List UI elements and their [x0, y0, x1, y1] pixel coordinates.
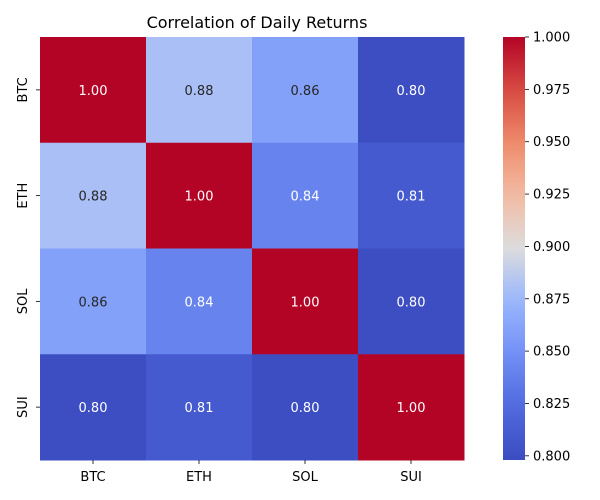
heatmap-cell-sui-sol	[252, 354, 359, 461]
x-tick-label-eth: ETH	[186, 470, 212, 485]
colorbar-tick-label: 1.000	[533, 31, 570, 46]
colorbar-tick-label: 0.950	[533, 135, 570, 150]
x-tick-label-btc: BTC	[80, 470, 105, 485]
y-tick-label-sui: SUI	[16, 396, 31, 418]
cell-value-label: 1.00	[291, 295, 320, 310]
heatmap-cell-btc-eth	[146, 37, 253, 144]
y-tick-label-btc: BTC	[16, 77, 31, 102]
colorbar: 1.000 0.975 0.950 0.925 0.900 0.875 0.850 0.825…	[503, 31, 570, 464]
chart-title: Correlation of Daily Returns	[147, 13, 368, 32]
heatmap-cell-eth-eth	[146, 142, 253, 249]
heatmap-cell-sol-eth	[146, 248, 253, 355]
cell-value-label: 1.00	[397, 401, 426, 416]
colorbar-tick-label: 0.900	[533, 240, 570, 255]
x-tick-label-sol: SOL	[292, 470, 318, 485]
heatmap-cell-sui-btc	[40, 354, 147, 461]
heatmap-cell-eth-btc	[40, 142, 147, 249]
cell-value-label: 0.84	[291, 190, 320, 205]
x-axis: BTC ETH SOL SUI	[80, 460, 422, 485]
cell-value-label: 0.88	[185, 84, 214, 99]
y-tick-label-sol: SOL	[16, 288, 31, 314]
cell-value-label: 0.80	[291, 401, 320, 416]
cell-value-label: 0.86	[291, 84, 320, 99]
heatmap-cell-sol-btc	[40, 248, 147, 355]
heatmap-cell-sol-sol	[252, 248, 359, 355]
cell-value-label: 0.81	[185, 401, 214, 416]
colorbar-tick-label: 0.875	[533, 292, 570, 307]
cell-value-label: 0.84	[185, 295, 214, 310]
cell-value-label: 0.86	[79, 295, 108, 310]
heatmap-cell-sol-sui	[358, 248, 465, 355]
cell-value-label: 0.80	[397, 84, 426, 99]
y-tick-label-eth: ETH	[16, 183, 31, 209]
heatmap-cell-sui-eth	[146, 354, 253, 461]
cell-value-label: 0.80	[397, 295, 426, 310]
heatmap-cell-eth-sui	[358, 142, 465, 249]
x-tick-label-sui: SUI	[400, 470, 422, 485]
heatmap-cell-eth-sol	[252, 142, 359, 249]
cell-value-label: 0.88	[79, 190, 108, 205]
colorbar-tick-label: 0.975	[533, 83, 570, 98]
y-axis: BTC ETH SOL SUI	[16, 77, 40, 418]
heatmap-cell-btc-sui	[358, 37, 465, 144]
cell-value-label: 0.81	[397, 190, 426, 205]
colorbar-ticks: 1.000 0.975 0.950 0.925 0.900 0.875 0.850 0.825…	[525, 31, 570, 464]
cell-value-label: 1.00	[185, 190, 214, 205]
cell-value-label: 0.80	[79, 401, 108, 416]
colorbar-tick-label: 0.925	[533, 188, 570, 203]
heatmap-cell-labels: 1.00 0.88 0.86 0.80 0.88 1.00 0.84 0.81 0.86 0.84…	[79, 84, 426, 416]
heatmap-cell-sui-sui	[358, 354, 465, 461]
heatmap-cell-btc-sol	[252, 37, 359, 144]
heatmap-cell-btc-btc	[40, 37, 147, 144]
cell-value-label: 1.00	[79, 84, 108, 99]
colorbar-gradient	[503, 37, 525, 460]
colorbar-tick-label: 0.825	[533, 397, 570, 412]
colorbar-tick-label: 0.800	[533, 449, 570, 464]
heatmap-cells	[40, 37, 465, 461]
colorbar-tick-label: 0.850	[533, 345, 570, 360]
